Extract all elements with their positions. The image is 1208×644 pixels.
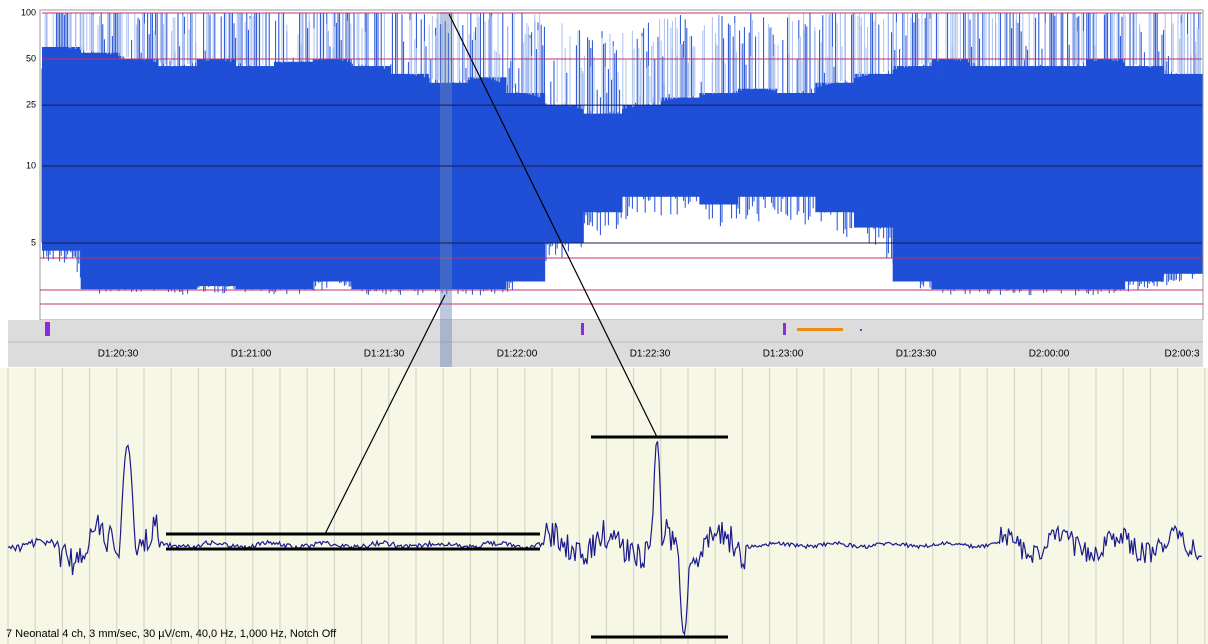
annotations bbox=[166, 435, 728, 639]
y-tick-label: 5 bbox=[31, 237, 36, 247]
y-tick-label: 25 bbox=[26, 99, 36, 109]
event-marker bbox=[860, 329, 862, 331]
x-tick-label: D1:21:30 bbox=[364, 349, 405, 360]
x-tick-label: D1:22:00 bbox=[497, 349, 538, 360]
eeg-grid bbox=[7, 368, 1206, 644]
x-tick-label: D1:22:30 bbox=[630, 349, 671, 360]
event-marker bbox=[45, 322, 50, 336]
y-tick-label: 10 bbox=[26, 160, 36, 170]
x-tick-label: D2:00:00 bbox=[1029, 349, 1070, 360]
spike-texture bbox=[44, 13, 1201, 114]
footer-status: 7 Neonatal 4 ch, 3 mm/sec, 30 µV/cm, 40,… bbox=[6, 628, 337, 640]
eeg-trace bbox=[7, 441, 1203, 636]
y-tick-label: 100 bbox=[21, 7, 36, 17]
x-tick-label: D1:21:00 bbox=[231, 349, 272, 360]
event-marker bbox=[797, 328, 843, 331]
time-bar bbox=[8, 320, 1203, 367]
event-marker bbox=[783, 323, 786, 335]
eeg-panel bbox=[0, 368, 1208, 644]
selection-cursor[interactable] bbox=[440, 12, 452, 367]
x-tick-label: D1:23:30 bbox=[896, 349, 937, 360]
spike-texture bbox=[41, 13, 1201, 296]
x-tick-label: D1:20:30 bbox=[98, 349, 139, 360]
zoom-line bbox=[324, 294, 446, 535]
zoom-line bbox=[448, 13, 658, 438]
x-tick-label: D1:23:00 bbox=[763, 349, 804, 360]
y-tick-label: 50 bbox=[26, 53, 36, 63]
aeeg-plot bbox=[41, 13, 1203, 296]
x-tick-label: D2:00:3 bbox=[1164, 349, 1199, 360]
event-marker bbox=[581, 323, 584, 335]
